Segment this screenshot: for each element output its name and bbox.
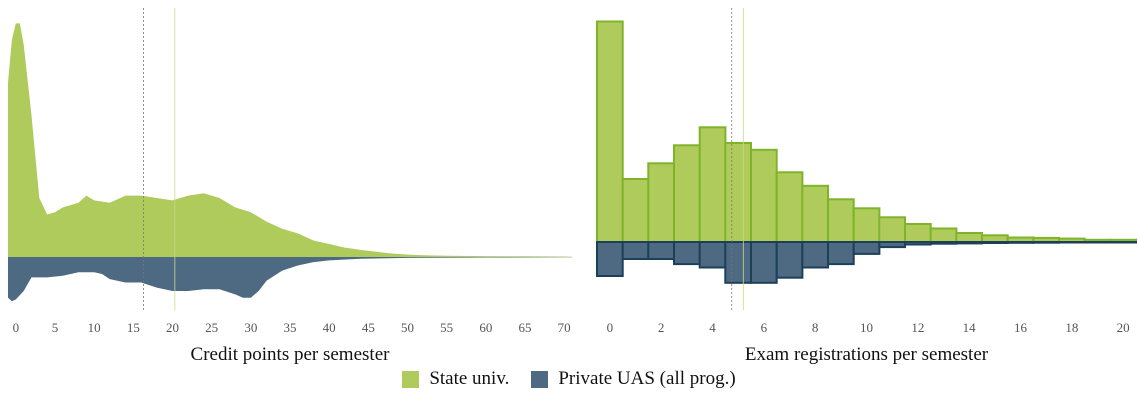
bar-private	[1058, 241, 1086, 244]
x-tick-label: 10	[88, 320, 101, 335]
x-tick-label: 12	[911, 320, 924, 335]
legend-swatch-private	[531, 370, 549, 388]
bar-state	[724, 142, 752, 243]
bar-private	[827, 241, 855, 266]
x-tick-label: 15	[127, 320, 140, 335]
bar-private	[1006, 241, 1035, 244]
x-tick-label: 30	[244, 320, 257, 335]
bar-state	[827, 198, 855, 244]
x-tick-label: 70	[558, 320, 571, 335]
x-tick-label: 4	[709, 320, 716, 335]
bar-state	[647, 162, 675, 244]
bar-private	[724, 241, 752, 284]
x-tick-label: 60	[479, 320, 492, 335]
x-tick-label: 10	[860, 320, 873, 335]
density-area-state	[8, 23, 572, 258]
x-tick-label: 6	[761, 320, 768, 335]
x-tick-label: 20	[1117, 320, 1130, 335]
bar-state	[852, 207, 881, 244]
x-tick-label: 35	[284, 320, 297, 335]
bar-state	[621, 178, 650, 243]
x-tick-label: 40	[323, 320, 336, 335]
bar-state	[955, 232, 983, 243]
bar-private	[981, 241, 1009, 244]
density-area-private	[8, 257, 572, 302]
x-tick-label: 50	[401, 320, 414, 335]
x-tick-label: 16	[1014, 320, 1028, 335]
x-tick-label: 20	[166, 320, 179, 335]
bar-state	[904, 223, 932, 243]
bar-private	[929, 241, 958, 245]
x-tick-label: 14	[963, 320, 977, 335]
legend-label-private: Private UAS (all prog.)	[558, 368, 736, 389]
bar-private	[852, 241, 881, 255]
bar-state	[673, 144, 701, 244]
x-axis-title: Exam registrations per semester	[745, 344, 989, 365]
legend: State univ. Private UAS (all prog.)	[0, 366, 1138, 392]
legend-swatch-state	[402, 370, 420, 388]
bar-state	[801, 184, 829, 244]
bar-state	[878, 216, 906, 244]
bar-state	[775, 171, 804, 244]
bar-private	[596, 241, 624, 277]
x-tick-label: 45	[362, 320, 375, 335]
bar-private	[750, 241, 778, 284]
chart-panel-1: 0 5 10 15 20 25 30 35 40 45 50 55 60 65 70 Credit point…	[8, 8, 572, 365]
bar-private	[1109, 241, 1138, 244]
bar-private	[878, 241, 906, 249]
bar-state	[698, 126, 727, 244]
bar-private	[673, 241, 701, 266]
x-axis-title: Credit points per semester	[191, 344, 391, 365]
chart-panel-2: 0 2 4 6 8 10 12 14 16 18 20 Exam registrations per …	[596, 8, 1138, 365]
x-tick-label: 18	[1065, 320, 1078, 335]
bar-state	[750, 148, 778, 244]
bar-private	[955, 241, 983, 245]
legend-item-state: State univ.	[402, 368, 509, 390]
bar-private	[904, 241, 932, 246]
bar-private	[801, 241, 829, 269]
legend-label-state: State univ.	[429, 368, 510, 389]
x-tick-label: 25	[205, 320, 218, 335]
bar-private	[1032, 241, 1061, 244]
legend-item-private: Private UAS (all prog.)	[531, 368, 736, 390]
x-tick-label: 0	[13, 320, 20, 335]
x-tick-label: 55	[440, 320, 453, 335]
x-tick-label: 5	[52, 320, 59, 335]
bar-state	[929, 227, 958, 243]
x-tick-label: 65	[519, 320, 532, 335]
bar-private	[647, 241, 675, 260]
bar-private	[621, 241, 650, 260]
x-tick-label: 8	[812, 320, 819, 335]
bar-state	[596, 20, 624, 243]
bar-private	[698, 241, 727, 269]
x-tick-label: 2	[658, 320, 665, 335]
bar-private	[775, 241, 804, 279]
x-tick-label: 0	[607, 320, 614, 335]
bar-private	[1083, 241, 1112, 244]
